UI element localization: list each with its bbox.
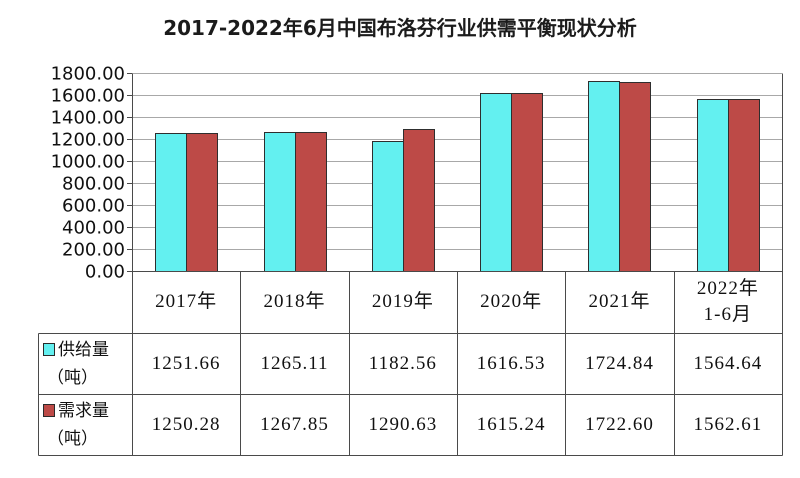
supply-bar [588, 81, 620, 272]
supply-bar [155, 133, 187, 272]
demand-value-cell: 1562.61 [693, 413, 763, 435]
supply-legend-entry: 供给量 [43, 336, 132, 364]
demand-value-cell: 1267.85 [260, 413, 329, 435]
y-tick-label: 0.00 [85, 262, 125, 283]
category-label: 2019年 [371, 291, 434, 312]
supply-legend-key [43, 343, 55, 356]
demand-series-name: 需求量 [58, 400, 109, 420]
supply-value-cell: 1182.56 [368, 352, 437, 374]
supply-value-cell: 1616.53 [476, 352, 546, 374]
category-label: 2018年 [263, 291, 326, 312]
y-tick-label: 1000.00 [51, 152, 125, 173]
supply-bar [697, 99, 729, 272]
y-tick-label: 200.00 [62, 240, 125, 261]
demand-bar [186, 133, 218, 272]
y-tick-label: 1800.00 [51, 64, 125, 85]
supply-row-header: 供给量 （吨） [38, 333, 132, 394]
supply-value-cell: 1724.84 [585, 352, 654, 374]
demand-value-cell: 1290.63 [368, 413, 438, 435]
supply-value-cell: 1564.64 [693, 352, 763, 374]
supply-unit-label: （吨） [47, 367, 98, 387]
supply-bar [372, 141, 404, 272]
y-axis-ticks: 0.00200.00400.00600.00800.001000.001200.… [51, 64, 132, 283]
category-label: 2020年 [480, 291, 543, 312]
bars [155, 81, 760, 272]
data-table: 2017年 2018年 2019年 2020年 2021年 2022年 1-6月… [132, 271, 782, 455]
category-label: 2022年 1-6月 [696, 278, 759, 325]
category-label: 2021年 [588, 291, 651, 312]
supply-value-cell: 1265.11 [260, 352, 329, 374]
y-tick-label: 1400.00 [51, 108, 125, 129]
y-tick-label: 800.00 [62, 174, 125, 195]
demand-bar [403, 129, 435, 272]
demand-unit-label: （吨） [47, 428, 98, 448]
demand-bar [295, 132, 327, 272]
supply-series-name: 供给量 [58, 339, 109, 359]
y-tick-label: 1200.00 [51, 130, 125, 151]
demand-row-header: 需求量 （吨） [38, 394, 132, 455]
data-table-legend: 供给量 （吨） 需求量 （吨） [38, 333, 132, 455]
chart-title: 2017-2022年6月中国布洛芬行业供需平衡现状分析 [163, 16, 637, 40]
y-tick-label: 600.00 [62, 196, 125, 217]
y-gridlines [132, 73, 782, 250]
supply-value-cell: 1251.66 [151, 352, 221, 374]
demand-bar [728, 99, 760, 272]
demand-bar [619, 82, 651, 272]
demand-bar [511, 93, 543, 272]
supply-bar [264, 132, 296, 272]
axes-and-table-frame [38, 73, 783, 456]
supply-bar [480, 93, 512, 272]
y-tick-label: 1600.00 [51, 86, 125, 107]
demand-legend-entry: 需求量 [43, 397, 132, 425]
demand-value-cell: 1615.24 [476, 413, 546, 435]
category-label: 2017年 [155, 291, 218, 312]
demand-value-cell: 1250.28 [151, 413, 221, 435]
demand-value-cell: 1722.60 [585, 413, 654, 435]
y-tick-label: 400.00 [62, 218, 125, 239]
demand-legend-key [43, 404, 55, 417]
